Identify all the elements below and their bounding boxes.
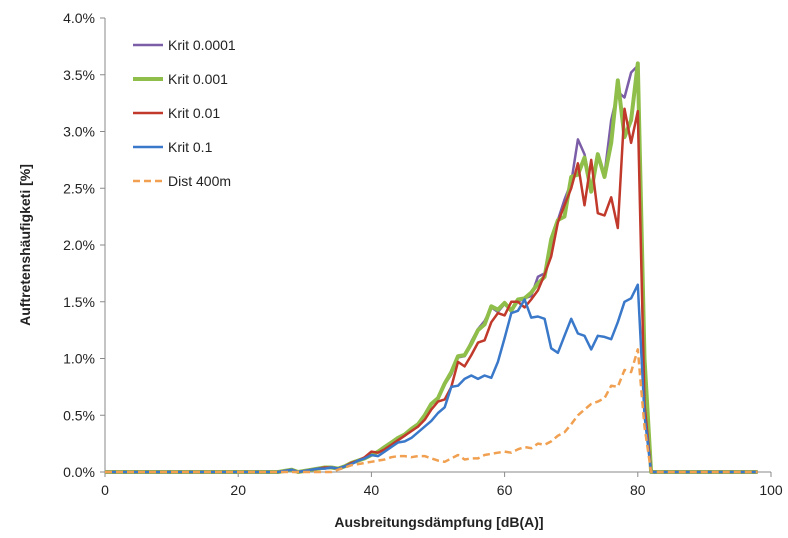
y-tick-label: 4.0% [63, 10, 95, 26]
series-line-dist-400m [105, 348, 758, 474]
y-axis-title: Auftretenshäufigketi [%] [17, 164, 33, 326]
series-line-krit-0-01 [105, 107, 758, 474]
series-layer [105, 61, 758, 474]
y-tick-label: 0.5% [63, 407, 95, 423]
x-axis: 0 20 40 60 80 100 [101, 472, 783, 498]
y-tick-label: 3.5% [63, 67, 95, 83]
y-tick-label: 1.5% [63, 294, 95, 310]
x-tick-label: 40 [364, 482, 380, 498]
y-tick-label: 2.0% [63, 237, 95, 253]
legend-label: Krit 0.001 [168, 71, 228, 87]
x-tick-label: 20 [230, 482, 246, 498]
y-tick-label: 3.0% [63, 124, 95, 140]
legend-label: Krit 0.0001 [168, 37, 236, 53]
y-tick-label: 1.0% [63, 351, 95, 367]
series-line-krit-0-1 [105, 283, 758, 474]
y-tick-label: 0.0% [63, 464, 95, 480]
y-axis: 0.0% 0.5% 1.0% 1.5% 2.0% 2.5% 3.0% 3.5% 4.0% [63, 10, 105, 480]
legend-label: Krit 0.01 [168, 105, 220, 121]
x-tick-label: 80 [630, 482, 646, 498]
x-tick-label: 60 [497, 482, 513, 498]
x-tick-label: 0 [101, 482, 109, 498]
x-tick-label: 100 [759, 482, 783, 498]
legend-label: Dist 400m [168, 173, 231, 189]
legend: Krit 0.0001 Krit 0.001 Krit 0.01 Krit 0.1 Di… [133, 37, 236, 189]
y-tick-label: 2.5% [63, 180, 95, 196]
legend-label: Krit 0.1 [168, 139, 213, 155]
x-axis-title: Ausbreitungsdämpfung [dB(A)] [334, 514, 543, 530]
